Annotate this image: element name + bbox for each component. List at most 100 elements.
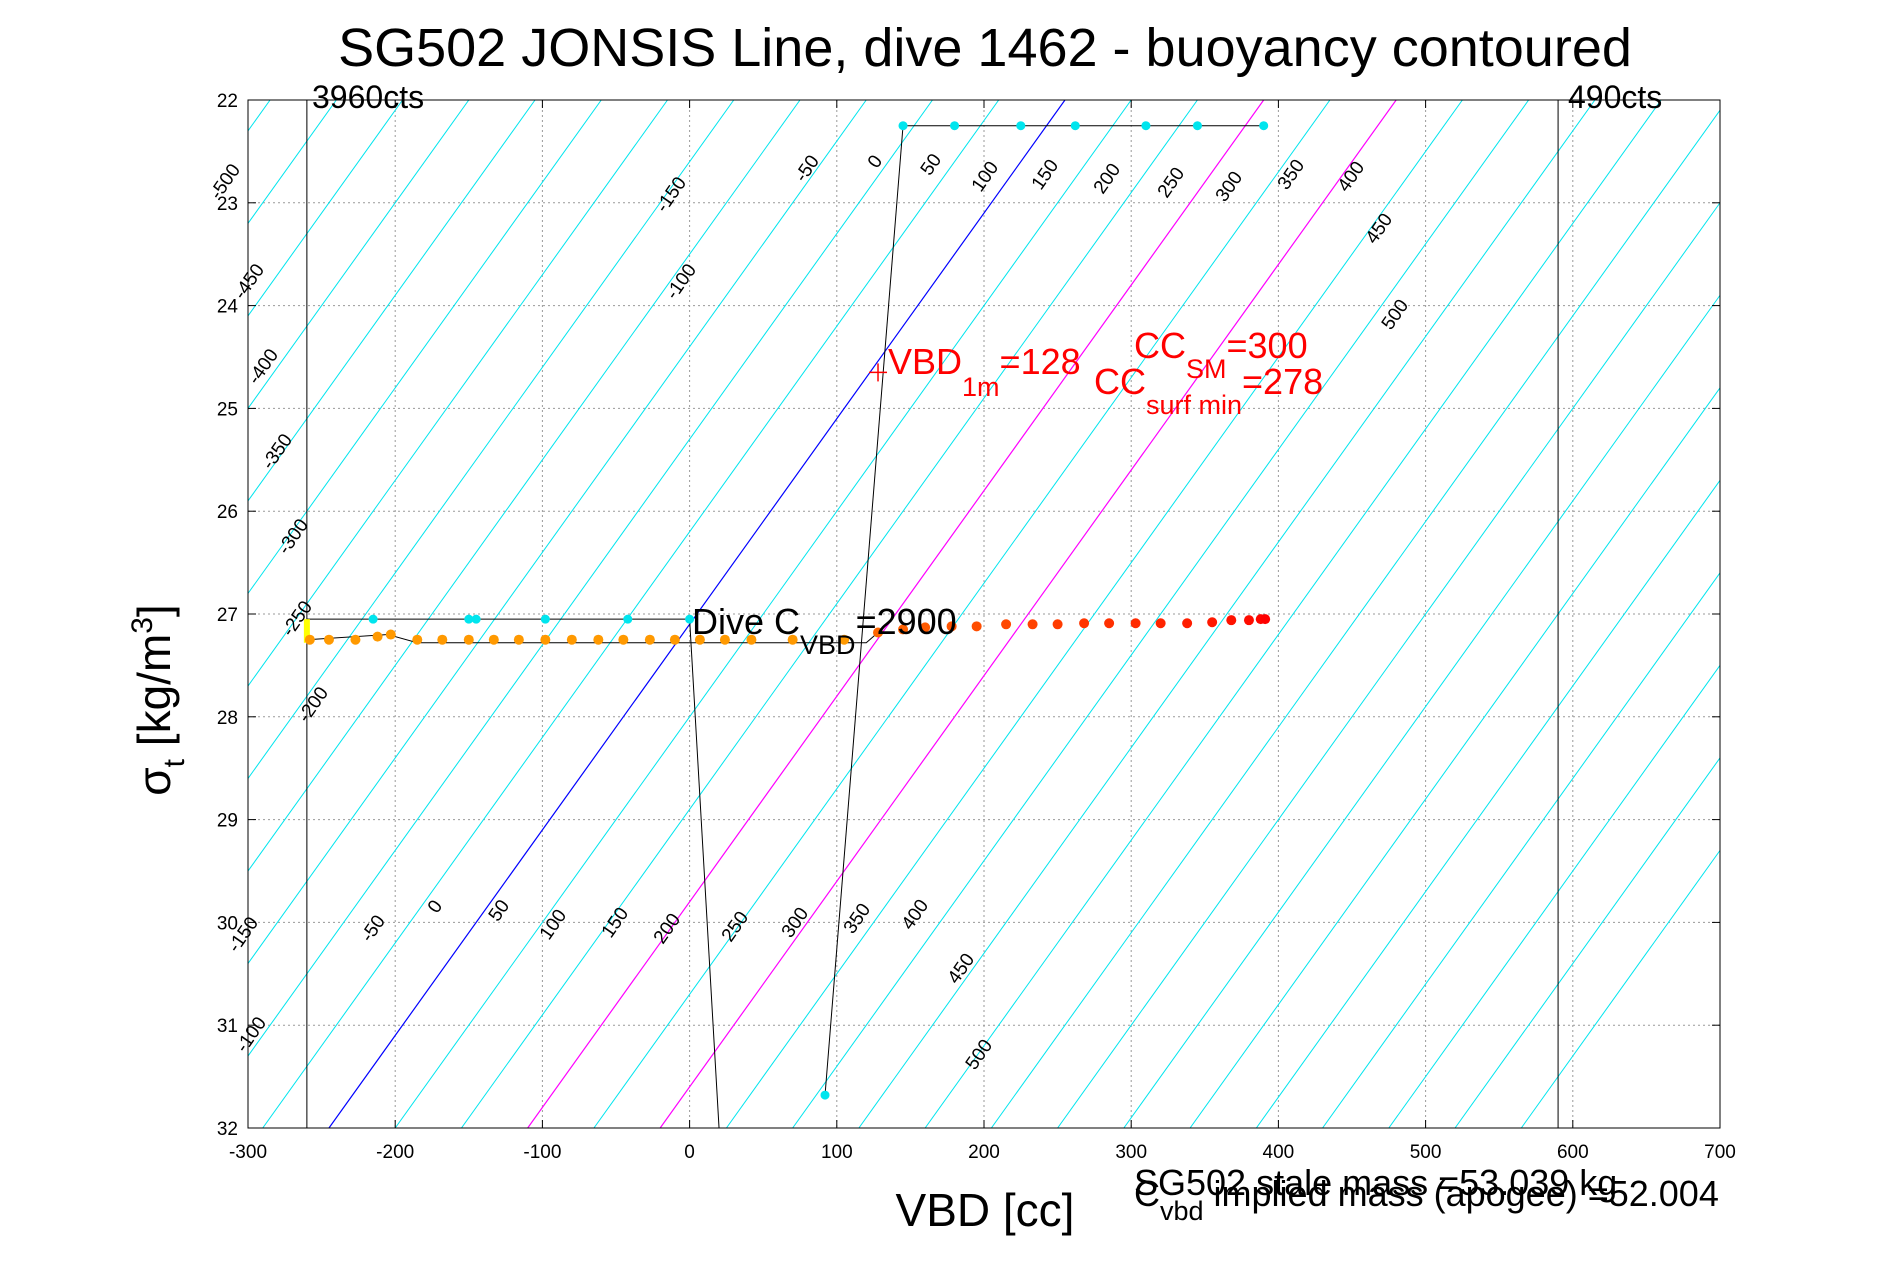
y-axis-sub: t: [158, 758, 191, 767]
climb-point: [719, 634, 730, 645]
x-tick-label: -300: [229, 1142, 267, 1163]
y-tick-label: 23: [217, 194, 238, 215]
climb-point: [669, 634, 680, 645]
climb-point: [898, 624, 909, 635]
contour-line: [248, 100, 735, 780]
contour-line: [990, 109, 1720, 1128]
climb-point: [644, 634, 655, 645]
climb-point: [540, 634, 551, 645]
dive-point: [1141, 121, 1151, 131]
axis-ticks: -300 -200 -100 0 100 200 300 400 500 600 700 22 23 24…: [217, 91, 1736, 1163]
contour-line: [1255, 479, 1720, 1128]
y-axis-units-pre: [kg/m: [128, 634, 180, 759]
climb-point: [971, 621, 982, 632]
y-tick-label: 28: [217, 708, 238, 729]
climb-point: [350, 634, 361, 645]
contour-line: [248, 100, 470, 410]
dive-point: [368, 614, 378, 624]
contour-line: [248, 100, 867, 965]
y-tick-label: 24: [217, 297, 239, 318]
contour-line: [1057, 201, 1720, 1128]
climb-point: [593, 634, 604, 645]
y-tick-label: 30: [217, 913, 238, 934]
dive-point: [540, 614, 550, 624]
climb-point: [1104, 618, 1115, 629]
dive-point: [685, 614, 695, 624]
climb-point: [873, 627, 884, 638]
dive-point: [471, 614, 481, 624]
contour-line: [924, 100, 1662, 1128]
dive-point: [623, 614, 633, 624]
x-tick-label: 0: [684, 1142, 695, 1163]
dive-point: [950, 121, 960, 131]
dive-point: [1070, 121, 1080, 131]
climb-point: [304, 634, 315, 645]
climb-point: [372, 631, 383, 642]
dive-point: [1192, 121, 1202, 131]
contour-line: [248, 100, 668, 687]
climb-point: [1079, 618, 1090, 629]
chart-title: SG502 JONSIS Line, dive 1462 - buoyancy …: [338, 18, 1632, 78]
contour-line: [394, 100, 1132, 1128]
cc-sm-annotation: CCSM=300: [1134, 325, 1308, 384]
implied-mass-text: Cvbd implied mass (apogee) =52.004: [1134, 1173, 1719, 1226]
y-tick-label: 31: [217, 1016, 238, 1037]
y-axis-sigma: σ: [128, 767, 180, 795]
contour-line: [858, 100, 1596, 1128]
climb-point: [1182, 618, 1193, 629]
contour-line: [659, 100, 1397, 1128]
contour-line: [1388, 664, 1720, 1128]
contour-line: [1123, 294, 1720, 1128]
contour-line: [1520, 849, 1720, 1128]
x-tick-label: 600: [1557, 1142, 1589, 1163]
dive-c-vbd-annotation: Dive CVBD=2900: [692, 601, 957, 660]
dive-point: [1016, 121, 1026, 131]
climb-point: [385, 629, 396, 640]
left-counts-label: 3960cts: [312, 79, 424, 115]
stale-mass-text: SG502 stale mass =53.039 kg: [1134, 1162, 1617, 1203]
y-axis-units-post: ]: [128, 604, 180, 617]
climb-point: [1130, 618, 1141, 629]
x-tick-label: -100: [523, 1142, 561, 1163]
y-tick-label: 22: [217, 91, 238, 112]
climb-point: [920, 622, 931, 633]
climb-point: [1243, 615, 1254, 626]
x-tick-label: 500: [1410, 1142, 1442, 1163]
y-axis-units-sup: 3: [126, 617, 159, 634]
climb-point: [839, 634, 850, 645]
climb-point: [437, 634, 448, 645]
vbd1m-annotation: VBD1m=128: [888, 341, 1081, 402]
climb-point: [463, 634, 474, 645]
contour-line: [593, 100, 1331, 1128]
climb-point: [1226, 615, 1237, 626]
climb-point: [412, 634, 423, 645]
y-tick-label: 29: [217, 811, 238, 832]
contour-line: [248, 100, 536, 502]
contour-line: [1454, 757, 1720, 1128]
y-axis-label: σt [kg/m3]: [126, 604, 191, 795]
climb-point: [694, 634, 705, 645]
x-tick-label: 200: [968, 1142, 1000, 1163]
y-tick-label: 27: [217, 605, 238, 626]
climb-point: [323, 634, 334, 645]
contour-line: [527, 100, 1265, 1128]
climb-point: [946, 621, 957, 632]
data-points: [304, 121, 1271, 1100]
buoyancy-contours: [248, 100, 1720, 1128]
climb-point: [746, 634, 757, 645]
contour-line: [725, 100, 1463, 1128]
dive-point: [898, 121, 908, 131]
contour-line: [248, 100, 933, 1057]
climb-point: [1260, 614, 1271, 625]
y-tick-label: 32: [217, 1119, 238, 1140]
climb-point: [488, 634, 499, 645]
right-counts-label: 490cts: [1568, 79, 1662, 115]
climb-point: [513, 634, 524, 645]
contour-line: [461, 100, 1198, 1128]
climb-point: [787, 634, 798, 645]
contour-line: [1322, 572, 1720, 1128]
trajectory-line: [824, 125, 904, 1096]
svg-text:σt [kg/m3]: σt [kg/m3]: [126, 604, 191, 795]
climb-point: [1207, 617, 1218, 628]
